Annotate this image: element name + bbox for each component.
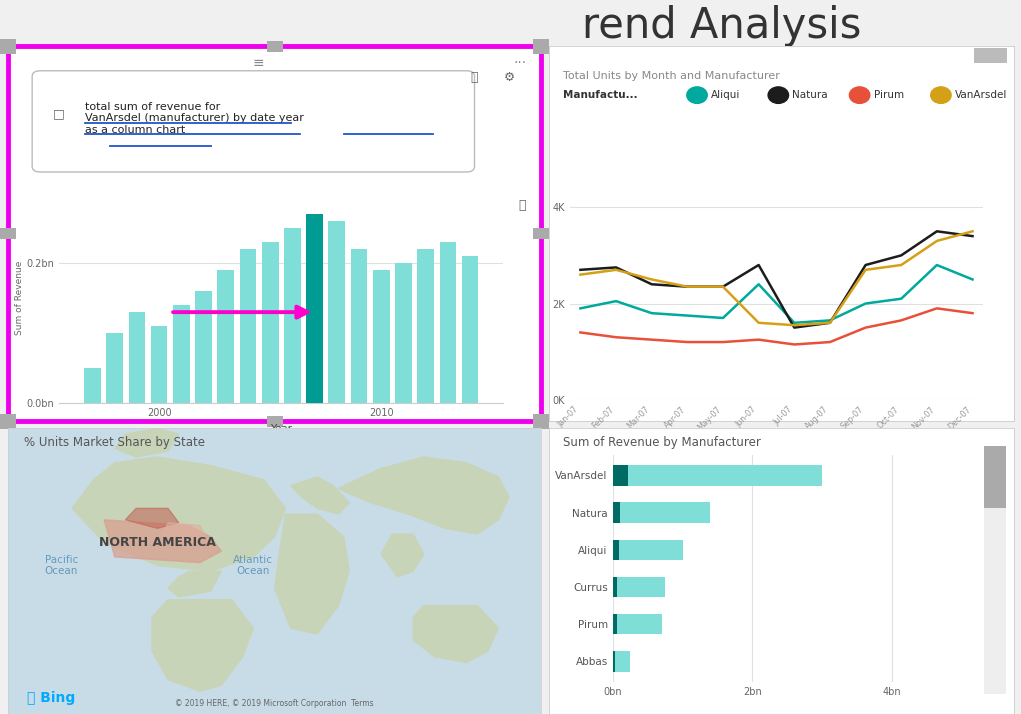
Bar (613, 465, 628, 486)
Polygon shape (162, 523, 205, 543)
Circle shape (768, 87, 788, 104)
Polygon shape (72, 457, 285, 571)
Bar (0, 39, 16, 54)
Bar (533, 228, 549, 239)
Bar (533, 39, 549, 54)
Text: □: □ (53, 107, 64, 121)
Text: ≡: ≡ (253, 56, 264, 70)
Text: % Units Market Share by State: % Units Market Share by State (25, 436, 205, 448)
Circle shape (849, 87, 870, 104)
Polygon shape (381, 534, 424, 577)
Bar (418, 249, 434, 403)
Bar (373, 270, 390, 403)
Bar (306, 214, 323, 403)
Text: ⓘ: ⓘ (519, 199, 526, 212)
Text: Total Units by Month and Manufacturer: Total Units by Month and Manufacturer (564, 71, 780, 81)
Text: Aliqui: Aliqui (711, 90, 740, 100)
Text: VanArsdel (manufacturer) by date year: VanArsdel (manufacturer) by date year (86, 114, 304, 124)
Bar (195, 291, 212, 403)
Text: VanArsdel: VanArsdel (955, 90, 1008, 100)
Bar (461, 256, 479, 403)
Text: ⧉: ⧉ (471, 71, 478, 84)
Y-axis label: Sum of Revenue: Sum of Revenue (14, 261, 23, 336)
Bar (613, 614, 618, 634)
Bar (240, 249, 256, 403)
Bar (613, 503, 621, 523)
Bar (0, 413, 16, 428)
X-axis label: Year: Year (271, 424, 292, 434)
Bar (613, 540, 682, 560)
Bar (439, 242, 456, 403)
Bar (613, 577, 665, 597)
Bar (261, 242, 279, 403)
Bar (84, 368, 101, 403)
Bar (266, 41, 283, 52)
Bar (983, 446, 1006, 508)
Bar (151, 326, 167, 403)
Text: © 2019 HERE, © 2019 Microsoft Corporation  Terms: © 2019 HERE, © 2019 Microsoft Corporatio… (176, 699, 374, 708)
Polygon shape (126, 508, 179, 528)
Text: NORTH AMERICA: NORTH AMERICA (99, 536, 215, 549)
Text: Pirum: Pirum (874, 90, 904, 100)
Bar (395, 263, 411, 403)
Bar (106, 333, 124, 403)
Text: Pacific
Ocean: Pacific Ocean (45, 555, 79, 576)
Polygon shape (152, 600, 253, 691)
Text: Manufactu...: Manufactu... (564, 89, 638, 99)
Bar (129, 312, 145, 403)
Polygon shape (339, 457, 509, 534)
Circle shape (931, 87, 952, 104)
Bar (173, 305, 190, 403)
Bar (350, 249, 368, 403)
Bar (613, 540, 619, 560)
Text: Sum of Revenue by Manufacturer: Sum of Revenue by Manufacturer (564, 436, 761, 448)
Bar (284, 228, 301, 403)
Text: Atlantic
Ocean: Atlantic Ocean (234, 555, 274, 576)
Bar (613, 465, 822, 486)
Text: rend Analysis: rend Analysis (582, 4, 862, 46)
Polygon shape (168, 571, 222, 597)
Polygon shape (114, 428, 179, 457)
Polygon shape (104, 520, 222, 563)
Bar (266, 416, 283, 427)
Bar (613, 651, 630, 672)
Text: ⚙: ⚙ (503, 71, 515, 84)
Text: ···: ··· (514, 56, 527, 70)
Bar (329, 221, 345, 403)
Bar (983, 446, 1006, 694)
Bar (613, 614, 662, 634)
Polygon shape (414, 605, 498, 663)
Bar (217, 270, 234, 403)
FancyBboxPatch shape (32, 71, 475, 172)
Bar (533, 413, 549, 428)
Bar (613, 503, 711, 523)
Bar (974, 49, 1007, 64)
Text: as a column chart: as a column chart (86, 125, 186, 135)
Circle shape (687, 87, 708, 104)
Bar (613, 577, 618, 597)
Polygon shape (291, 477, 349, 514)
Text: Natura: Natura (792, 90, 828, 100)
Text: ⓑ Bing: ⓑ Bing (27, 691, 76, 705)
Bar (0, 228, 16, 239)
Text: total sum of revenue for: total sum of revenue for (86, 102, 221, 112)
Polygon shape (275, 514, 349, 634)
Bar (613, 651, 615, 672)
